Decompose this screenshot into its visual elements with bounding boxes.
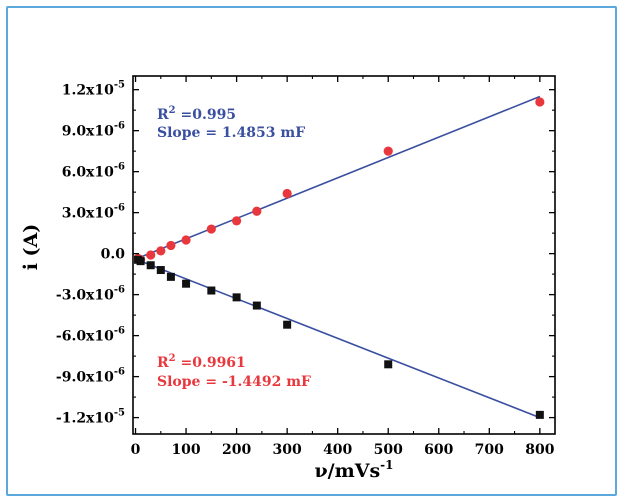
- y-tick-label: 0.0: [101, 247, 126, 263]
- data-point-circle: [166, 240, 176, 251]
- annotation-upper-r2: R2 =0.995: [157, 105, 236, 123]
- data-point-circle: [146, 250, 156, 260]
- data-points: [133, 97, 545, 419]
- data-point-square: [166, 272, 175, 281]
- data-point-square: [156, 266, 165, 275]
- y-tick-label: 1.2x10-5: [62, 80, 125, 99]
- figure-frame: 0 100 200 300 400 500 600 700 800 1.2x10-5 9.0x10-…: [6, 6, 617, 496]
- data-point-square: [146, 261, 155, 270]
- plot-axes: 0 100 200 300 400 500 600 700 800 1.2x10-5 9.0x10-…: [56, 75, 556, 458]
- data-point-circle: [232, 216, 242, 226]
- fit-line: [135, 258, 541, 419]
- data-point-square: [136, 257, 145, 266]
- data-point-circle: [282, 188, 292, 199]
- x-tick-label: 300: [273, 442, 302, 458]
- data-point-square: [535, 410, 544, 419]
- y-tick-label: -3.0x10-6: [56, 285, 125, 304]
- data-point-square: [384, 360, 393, 369]
- x-axis-title: ν/mVs-1: [314, 458, 393, 482]
- annotation-lower-slope: Slope = -1.4492 mF: [157, 374, 311, 390]
- data-point-square: [207, 286, 216, 295]
- fit-line: [135, 95, 541, 260]
- y-tick-label: 6.0x10-6: [62, 162, 125, 181]
- x-tick-label: 800: [525, 442, 554, 458]
- chart: 0 100 200 300 400 500 600 700 800 1.2x10-5 9.0x10-…: [20, 75, 556, 482]
- x-tick-label: 500: [374, 442, 403, 458]
- data-point-square: [283, 320, 292, 329]
- annotation-lower: R2 =0.9961 Slope = -1.4492 mF: [157, 353, 311, 390]
- data-point-circle: [156, 246, 166, 256]
- annotation-upper-slope: Slope = 1.4853 mF: [157, 125, 305, 141]
- tick-marks: [133, 76, 555, 434]
- data-point-circle: [383, 146, 393, 156]
- x-tick-label: 700: [475, 442, 504, 458]
- fit-lines: [135, 95, 541, 419]
- data-point-square: [232, 293, 241, 302]
- data-point-circle: [535, 97, 545, 107]
- y-axis-title: i (A): [20, 224, 42, 271]
- y-tick-label: -9.0x10-6: [56, 367, 125, 386]
- x-tick-label: 200: [222, 442, 251, 458]
- data-point-square: [252, 301, 261, 310]
- x-tick-label: 600: [424, 442, 453, 458]
- data-point-circle: [252, 206, 262, 216]
- x-tick-label: 400: [323, 442, 352, 458]
- plot-border: [132, 75, 556, 435]
- y-tick-label: -6.0x10-6: [56, 326, 125, 345]
- annotation-upper: R2 =0.995 Slope = 1.4853 mF: [157, 105, 305, 141]
- data-point-circle: [181, 235, 191, 245]
- y-tick-label: 9.0x10-6: [62, 121, 125, 140]
- y-tick-label: 3.0x10-6: [62, 203, 125, 222]
- data-point-square: [182, 279, 191, 288]
- x-tick-label: 0: [131, 442, 141, 458]
- annotation-lower-r2: R2 =0.9961: [157, 353, 246, 371]
- y-tick-label: -1.2x10-5: [56, 408, 125, 427]
- x-tick-label: 100: [171, 442, 200, 458]
- data-point-circle: [206, 224, 216, 234]
